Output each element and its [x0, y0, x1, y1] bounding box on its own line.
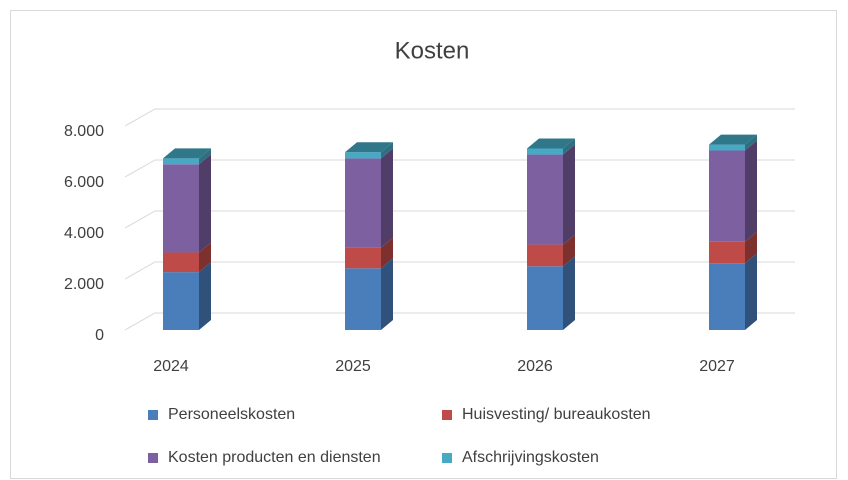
bar-side [745, 253, 757, 330]
bar-segment [709, 241, 745, 264]
y-tick-label: 2.000 [64, 276, 104, 293]
grid-line [124, 108, 795, 127]
bar-segment [527, 148, 563, 155]
bar-side [381, 237, 393, 269]
x-tick-label: 2025 [335, 358, 371, 375]
legend-label: Huisvesting/ bureaukosten [462, 406, 651, 423]
bar-segment [527, 154, 563, 245]
y-tick-label: 4.000 [64, 225, 104, 242]
bar-side [381, 142, 393, 159]
bar-segment [345, 268, 381, 330]
bar-side [381, 148, 393, 248]
bar-segment [163, 272, 199, 330]
bar-side [745, 231, 757, 264]
bar-top [527, 138, 575, 149]
legend-swatch [442, 410, 452, 420]
bar-segment [163, 158, 199, 165]
bar-segment [345, 158, 381, 248]
bar-segment [163, 164, 199, 253]
grid-line [124, 210, 795, 229]
grid-line [124, 159, 795, 178]
bar-side [745, 140, 757, 242]
legend-swatch [148, 453, 158, 463]
grid-line [124, 312, 795, 331]
y-tick-label: 0 [95, 327, 104, 344]
bar-side [563, 256, 575, 330]
bar-segment [709, 263, 745, 330]
bar-top [345, 142, 393, 153]
chart-title: Kosten [395, 37, 470, 64]
y-tick-label: 8.000 [64, 123, 104, 140]
bar-segment [709, 150, 745, 242]
bar-side [199, 262, 211, 330]
x-tick-label: 2026 [517, 358, 553, 375]
bar-side [199, 154, 211, 253]
bar-segment [345, 152, 381, 159]
bar-segment [527, 266, 563, 330]
bar-side [563, 234, 575, 267]
bar-side [563, 138, 575, 155]
legend-swatch [442, 453, 452, 463]
bar-top [163, 148, 211, 159]
legend-label: Kosten producten en diensten [168, 449, 381, 466]
bar-segment [345, 247, 381, 269]
bar-side [745, 134, 757, 151]
bar-side [563, 144, 575, 245]
bar-side [199, 242, 211, 273]
bar-segment [163, 252, 199, 273]
grid-line [124, 261, 795, 280]
bar-side [199, 148, 211, 165]
legend-swatch [148, 410, 158, 420]
bar-segment [709, 144, 745, 151]
x-tick-label: 2024 [153, 358, 189, 375]
legend-label: Afschrijvingskosten [462, 449, 599, 466]
x-tick-label: 2027 [699, 358, 735, 375]
y-tick-label: 6.000 [64, 174, 104, 191]
bar-side [381, 258, 393, 330]
legend-label: Personeelskosten [168, 406, 295, 423]
bar-segment [527, 244, 563, 267]
chart-border [10, 10, 837, 479]
bar-top [709, 134, 757, 145]
